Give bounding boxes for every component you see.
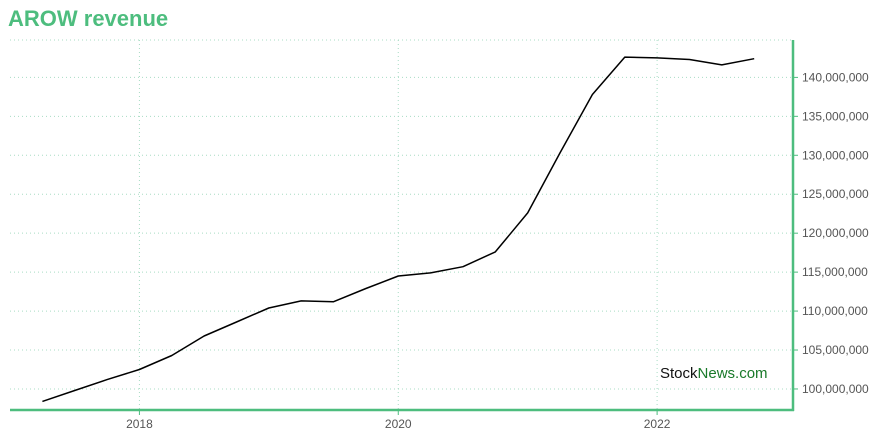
y-tick-labels: 100,000,000 105,000,000 110,000,000 115,000…: [802, 70, 869, 396]
x-tick-label: 2018: [126, 417, 153, 431]
x-tick-label: 2020: [385, 417, 412, 431]
y-tick-label: 115,000,000: [802, 265, 868, 279]
stocknews-watermark: StockNews.com: [660, 365, 768, 382]
y-tick-label: 130,000,000: [802, 148, 869, 162]
y-tick-label: 110,000,000: [802, 304, 868, 318]
watermark-part-domain: .com: [735, 365, 768, 382]
y-tick-label: 140,000,000: [802, 70, 869, 84]
axes: [10, 40, 798, 415]
watermark-part-stock: Stock: [660, 365, 698, 382]
series-line: [42, 56, 755, 403]
y-tick-label: 135,000,000: [802, 109, 869, 123]
y-tick-label: 120,000,000: [802, 226, 869, 240]
watermark-part-news: News: [697, 365, 736, 382]
x-tick-labels: 2018 2020 2022: [126, 417, 671, 431]
grid-lines: [10, 39, 793, 410]
x-tick-label: 2022: [644, 417, 671, 431]
series-lines: [42, 56, 755, 403]
chart-title: AROW revenue: [8, 6, 169, 31]
y-tick-label: 100,000,000: [802, 382, 869, 396]
y-tick-label: 125,000,000: [802, 187, 869, 201]
y-tick-label: 105,000,000: [802, 343, 869, 357]
